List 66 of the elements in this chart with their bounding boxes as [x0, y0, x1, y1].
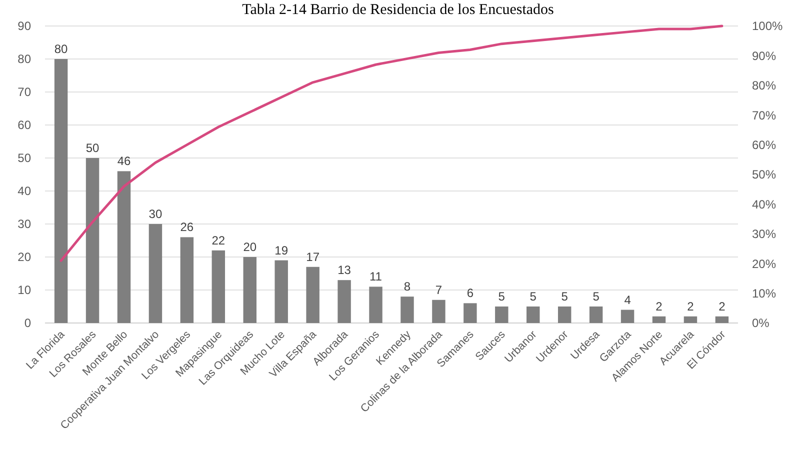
y-tick-label: 10 [18, 283, 32, 298]
bar [180, 237, 194, 323]
data-label: 26 [180, 220, 194, 234]
bar [652, 316, 666, 323]
data-label: 5 [530, 290, 537, 304]
data-label: 20 [243, 240, 257, 254]
y2-tick-label: 80% [752, 78, 776, 93]
y2-tick-label: 90% [752, 48, 776, 63]
data-label: 46 [117, 154, 131, 168]
bar [464, 303, 477, 323]
y2-tick-label: 60% [752, 138, 776, 152]
y-tick-label: 80 [18, 52, 32, 66]
data-label: 4 [624, 292, 632, 307]
y-tick-label: 30 [18, 217, 32, 232]
data-label: 22 [212, 233, 226, 248]
data-label: 2 [687, 299, 694, 314]
bar [495, 306, 508, 323]
data-label: 5 [561, 290, 568, 304]
y-tick-label: 60 [18, 118, 32, 132]
y2-tick-label: 30% [752, 227, 776, 242]
data-label: 2 [718, 299, 726, 314]
bar [243, 257, 256, 323]
bar [212, 250, 226, 323]
bar [620, 310, 634, 323]
bar [306, 266, 320, 323]
data-label: 2 [656, 299, 663, 314]
y-tick-label: 40 [18, 184, 32, 198]
data-label: 19 [274, 243, 288, 258]
bar [400, 296, 414, 323]
bar [589, 306, 603, 323]
bar [684, 316, 698, 323]
bar [274, 260, 288, 323]
data-label: 8 [404, 280, 411, 294]
chart-title: Tabla 2-14 Barrio de Residencia de los Encuestados [242, 2, 554, 18]
data-label: 50 [86, 141, 100, 155]
data-label: 5 [498, 290, 506, 304]
bar [86, 158, 100, 323]
bar [148, 224, 162, 323]
y2-tick-label: 40% [752, 197, 776, 212]
data-label: 80 [54, 42, 68, 56]
y-tick-label: 50 [18, 151, 32, 166]
y2-tick-label: 100% [752, 19, 784, 34]
data-label: 13 [338, 263, 352, 278]
data-label: 5 [592, 290, 600, 304]
bar [369, 286, 382, 323]
data-label: 17 [306, 250, 320, 264]
y-tick-label: 0 [24, 316, 32, 330]
data-label: 30 [148, 207, 162, 221]
y-tick-label: 70 [18, 85, 32, 100]
bar [54, 59, 68, 323]
bar [526, 306, 540, 323]
bar [117, 171, 131, 323]
bar [715, 316, 729, 323]
y-tick-label: 20 [18, 250, 32, 264]
data-label: 11 [370, 270, 382, 284]
data-label: 6 [466, 286, 474, 300]
data-label: 7 [435, 282, 442, 297]
bar [558, 306, 572, 323]
y2-tick-label: 10% [752, 286, 776, 300]
bar [432, 300, 446, 323]
y2-tick-label: 0% [752, 316, 770, 330]
y2-tick-label: 20% [752, 256, 776, 271]
y2-tick-label: 70% [752, 108, 776, 122]
bar [338, 280, 351, 323]
y-tick-label: 90 [18, 19, 32, 34]
y2-tick-label: 50% [752, 168, 776, 182]
